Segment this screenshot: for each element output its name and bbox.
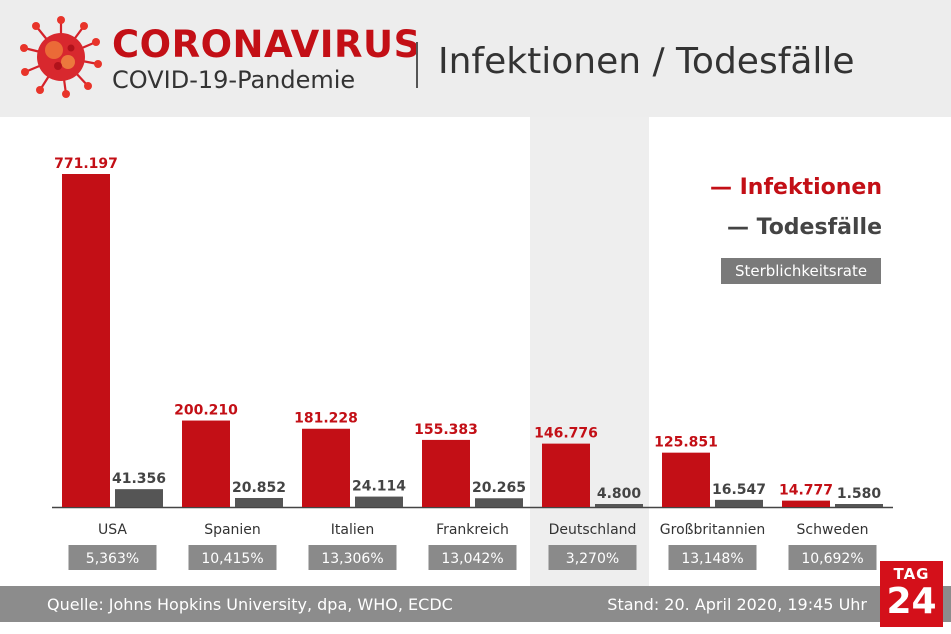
label-deaths-italien: 24.114 xyxy=(352,479,406,495)
category-label-schweden: Schweden xyxy=(797,522,869,538)
rate-label-frankreich: 13,042% xyxy=(441,551,503,567)
rate-box-großbritannien xyxy=(668,545,757,570)
rate-box-frankreich xyxy=(428,545,517,570)
bar-deaths-italien xyxy=(355,496,403,507)
label-deaths-schweden: 1.580 xyxy=(837,486,882,502)
category-label-spanien: Spanien xyxy=(204,522,261,538)
bar-infections-spanien xyxy=(182,420,230,507)
category-label-italien: Italien xyxy=(331,522,374,538)
label-infections-usa: 771.197 xyxy=(54,156,118,172)
rate-label-deutschland: 3,270% xyxy=(566,551,619,567)
bar-deaths-spanien xyxy=(235,497,283,507)
bar-infections-italien xyxy=(302,428,350,507)
legend-infections: — Infektionen xyxy=(709,175,882,200)
rate-label-italien: 13,306% xyxy=(321,551,383,567)
label-infections-italien: 181.228 xyxy=(294,411,358,427)
brand-subtitle: COVID-19-Pandemie xyxy=(112,66,356,94)
rate-label-schweden: 10,692% xyxy=(801,551,863,567)
bar-infections-usa xyxy=(62,174,110,507)
category-label-großbritannien: Großbritannien xyxy=(660,522,765,538)
bar-infections-schweden xyxy=(782,500,830,507)
rate-label-großbritannien: 13,148% xyxy=(681,551,743,567)
tag24-logo: TAG 24 xyxy=(880,561,943,627)
bar-deaths-frankreich xyxy=(475,498,523,507)
logo-top-text: TAG xyxy=(893,565,930,583)
label-deaths-deutschland: 4.800 xyxy=(597,486,642,502)
rate-box-spanien xyxy=(188,545,277,570)
coronavirus-icon xyxy=(20,16,102,98)
label-deaths-großbritannien: 16.547 xyxy=(712,482,766,498)
bar-deaths-schweden xyxy=(835,504,883,507)
legend-deaths: — Todesfälle xyxy=(726,215,882,240)
rate-box-usa xyxy=(68,545,157,570)
legend-rate: Sterblichkeitsrate xyxy=(721,258,881,284)
footer-source: Quelle: Johns Hopkins University, dpa, W… xyxy=(47,595,453,614)
category-label-usa: USA xyxy=(98,522,127,538)
label-deaths-usa: 41.356 xyxy=(112,471,166,487)
bar-deaths-großbritannien xyxy=(715,499,763,507)
bar-deaths-usa xyxy=(115,489,163,507)
label-infections-deutschland: 146.776 xyxy=(534,426,598,442)
category-label-deutschland: Deutschland xyxy=(549,522,637,538)
header-topic: Infektionen / Todesfälle xyxy=(438,41,855,82)
header-divider xyxy=(416,42,418,88)
rate-box-schweden xyxy=(788,545,877,570)
category-label-frankreich: Frankreich xyxy=(436,522,509,538)
footer-bar: Quelle: Johns Hopkins University, dpa, W… xyxy=(0,586,951,622)
label-infections-spanien: 200.210 xyxy=(174,403,238,419)
label-deaths-spanien: 20.852 xyxy=(232,480,286,496)
header-bar: CORONAVIRUS COVID-19-Pandemie Infektione… xyxy=(0,0,951,117)
rate-box-italien xyxy=(308,545,397,570)
bar-chart: 771.197 41.356 USA 5,363% 200.210 20.852 Spani… xyxy=(52,156,893,570)
label-infections-schweden: 14.777 xyxy=(779,483,833,499)
bar-infections-großbritannien xyxy=(662,452,710,507)
label-infections-frankreich: 155.383 xyxy=(414,422,478,438)
rate-label-usa: 5,363% xyxy=(86,551,139,567)
footer-date: Stand: 20. April 2020, 19:45 Uhr xyxy=(607,595,867,614)
rate-label-spanien: 10,415% xyxy=(201,551,263,567)
bar-deaths-deutschland xyxy=(595,504,643,507)
bar-infections-frankreich xyxy=(422,439,470,507)
rate-box-deutschland xyxy=(548,545,637,570)
label-deaths-frankreich: 20.265 xyxy=(472,480,526,496)
brand-title: CORONAVIRUS xyxy=(112,23,421,66)
bar-infections-deutschland xyxy=(542,443,590,507)
logo-bottom-text: 24 xyxy=(886,581,937,622)
label-infections-großbritannien: 125.851 xyxy=(654,435,718,451)
